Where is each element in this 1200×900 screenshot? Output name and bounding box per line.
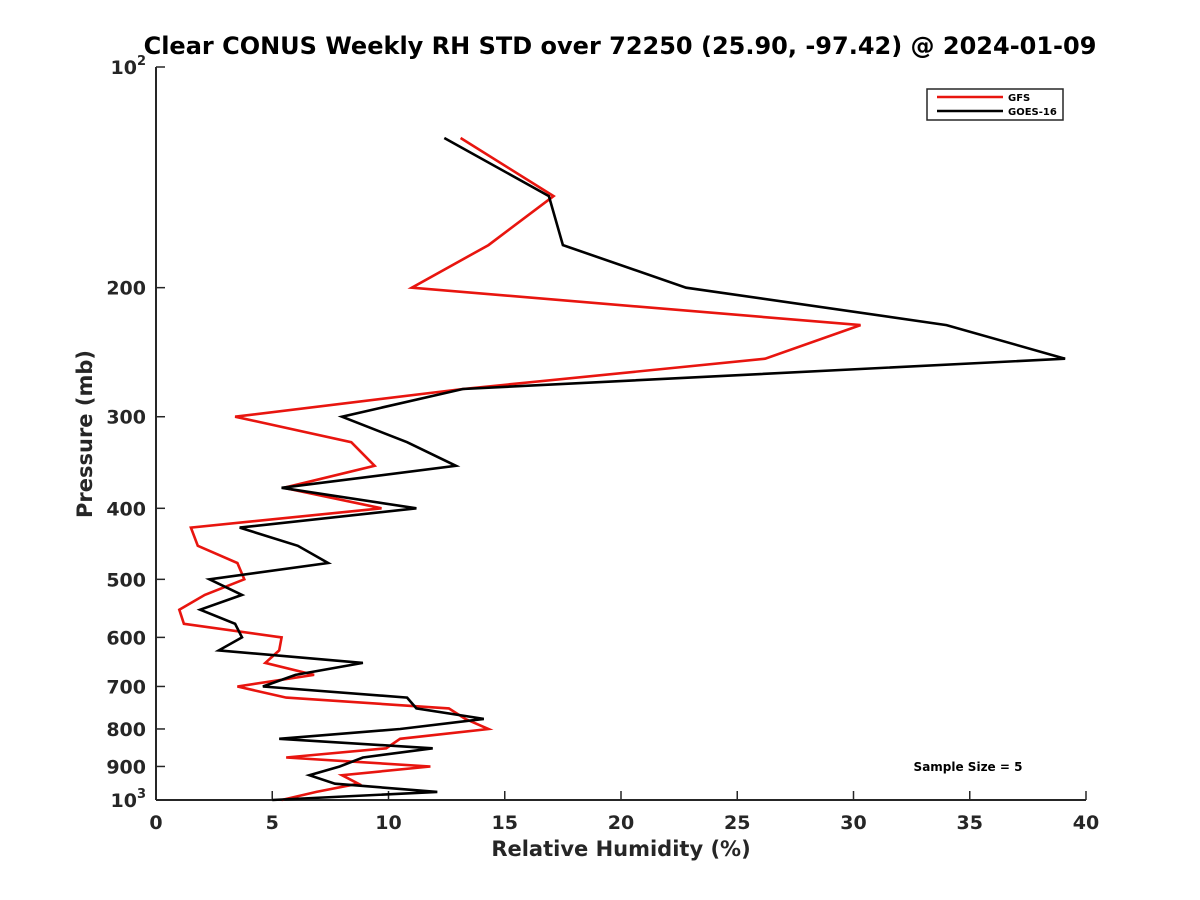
y-tick-label: 900 <box>106 756 146 778</box>
legend: GFS GOES-16 <box>926 88 1064 121</box>
y-tick-label: 700 <box>106 676 146 698</box>
x-tick-label: 0 <box>149 812 162 834</box>
x-tick-label: 5 <box>266 812 279 834</box>
chart-title: Clear CONUS Weekly RH STD over 72250 (25… <box>144 32 1097 60</box>
series-line-goes16 <box>196 136 1066 802</box>
legend-box <box>926 88 1064 121</box>
y-tick-label: 200 <box>106 278 146 300</box>
y-tick-label: 400 <box>106 498 146 520</box>
y-axis-ticks: 102 200 300 400 500 600 700 800 900 103 <box>106 54 165 812</box>
y-axis-label: Pressure (mb) <box>73 350 97 518</box>
legend-label-gfs: GFS <box>1008 93 1030 104</box>
x-tick-label: 15 <box>492 812 518 834</box>
x-tick-label: 10 <box>375 812 401 834</box>
legend-label-goes16: GOES-16 <box>1008 107 1057 118</box>
series-layer <box>177 136 1066 802</box>
y-tick-label: 800 <box>106 719 146 741</box>
x-tick-label: 30 <box>840 812 866 834</box>
y-tick-label: 600 <box>106 627 146 649</box>
x-axis-ticks: 0 5 10 15 20 25 30 35 40 <box>149 791 1099 834</box>
y-tick-label: 103 <box>111 787 147 812</box>
x-tick-label: 40 <box>1073 812 1099 834</box>
y-tick-label: 500 <box>106 569 146 591</box>
sample-size-annotation: Sample Size = 5 <box>914 760 1023 774</box>
series-line-gfs <box>177 136 861 802</box>
y-tick-label: 300 <box>106 407 146 429</box>
x-axis-label: Relative Humidity (%) <box>491 837 750 861</box>
y-tick-label: 102 <box>111 54 147 79</box>
x-tick-label: 35 <box>957 812 983 834</box>
x-tick-label: 20 <box>608 812 634 834</box>
x-tick-label: 25 <box>724 812 750 834</box>
